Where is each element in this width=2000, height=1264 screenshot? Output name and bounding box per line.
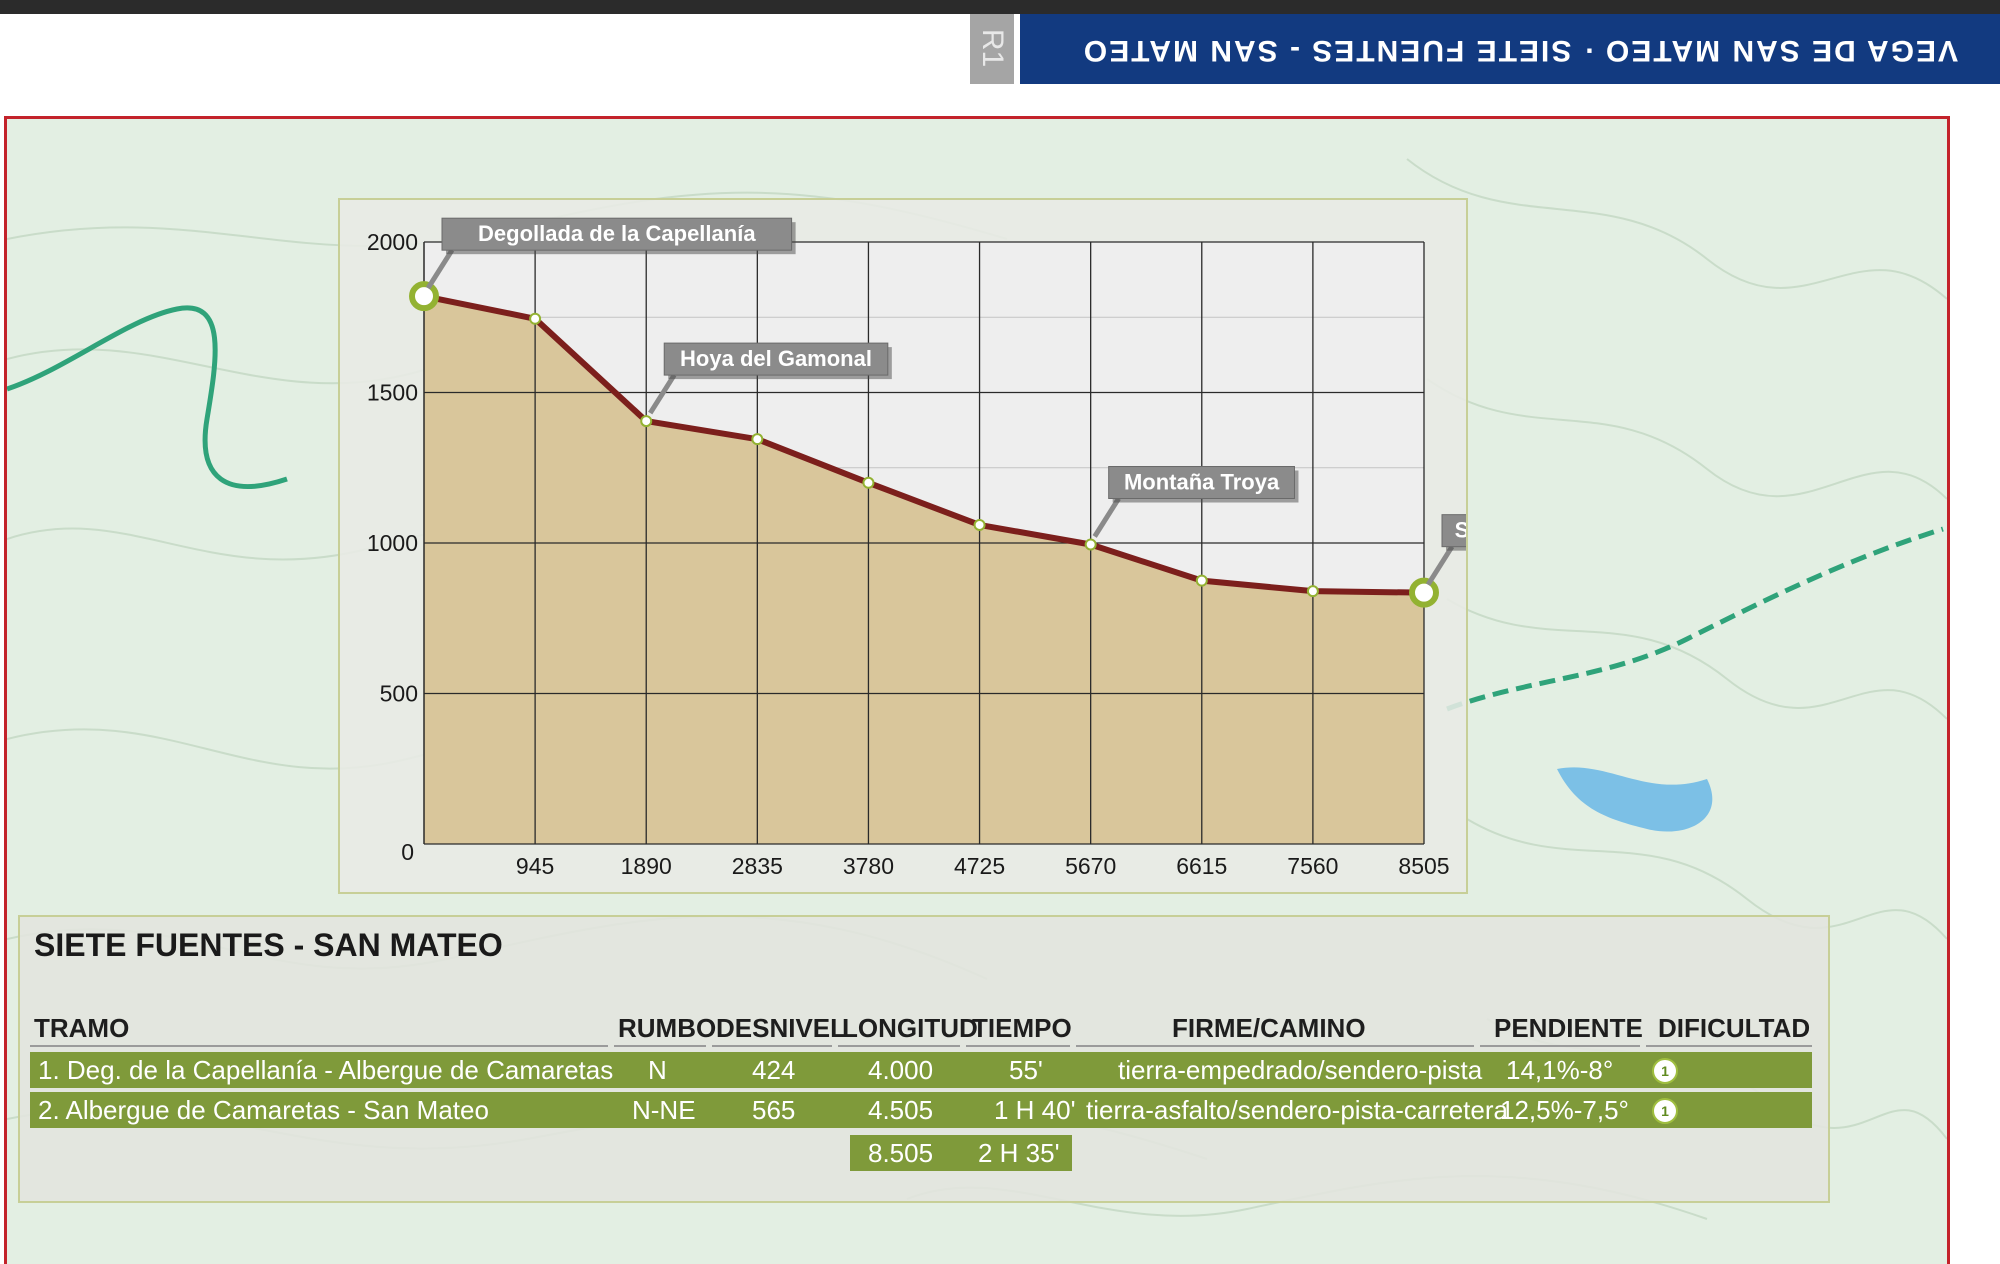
data-point [973, 518, 986, 531]
table-row: 2. Albergue de Camaretas - San Mateo N-N… [30, 1092, 1812, 1128]
total-longitud: 8.505 [868, 1138, 934, 1168]
data-point [751, 433, 764, 446]
header-rule [1480, 1045, 1640, 1047]
header-rule [614, 1045, 706, 1047]
cell-tiempo: 1 H 40' [994, 1095, 1076, 1125]
col-header-tramo: TRAMO [34, 1013, 130, 1043]
elevation-area [424, 296, 1424, 844]
difficulty-icon: 1 [1652, 1058, 1678, 1084]
data-point [1306, 585, 1319, 598]
callout-box [441, 217, 793, 251]
cell-tramo: 2. Albergue de Camaretas - San Mateo [38, 1095, 489, 1125]
header-rule [966, 1045, 1070, 1047]
callout-leader [1425, 545, 1455, 586]
data-point [1084, 538, 1097, 551]
cell-rumbo: N [648, 1055, 667, 1085]
callout-box [1441, 514, 1466, 548]
data-point [529, 312, 542, 325]
cell-firme: tierra-empedrado/sendero-pista [1118, 1055, 1483, 1085]
col-header-tiempo: TIEMPO [972, 1013, 1072, 1043]
cell-firme: tierra-asfalto/sendero-pista-carretera [1086, 1095, 1508, 1125]
route-tag: R1 [970, 14, 1014, 84]
endpoint-marker [1409, 577, 1439, 608]
header-rule [1076, 1045, 1474, 1047]
y-tick-label: 500 [380, 681, 418, 707]
route-table: SIETE FUENTES - SAN MATEO TRAMO RUMBO DE… [18, 915, 1830, 1203]
cell-tiempo: 55' [1009, 1055, 1043, 1085]
data-point [640, 415, 653, 428]
waypoint-label: Hoya del Gamonal [680, 346, 872, 371]
header-bar [1020, 14, 2000, 84]
cell-rumbo: N-NE [632, 1095, 696, 1125]
elevation-chart: 945 1890 2835 3780 4725 5670 6615 7560 8505 0 500 1… [367, 217, 1466, 879]
callout-leader [425, 248, 455, 290]
x-tick-label: 945 [516, 853, 554, 879]
table-title: SIETE FUENTES - SAN MATEO [34, 927, 503, 963]
cell-desnivel: 424 [752, 1055, 796, 1085]
header-rule [838, 1045, 960, 1047]
x-tick-label: 2835 [732, 853, 783, 879]
cell-tramo: 1. Deg. de la Capellanía - Albergue de C… [38, 1055, 614, 1085]
elevation-profile-panel: 945 1890 2835 3780 4725 5670 6615 7560 8505 0 500 1… [338, 198, 1468, 894]
x-tick-label: 1890 [621, 853, 672, 879]
y-tick-label: 1500 [367, 380, 418, 406]
y-tick-label: 0 [401, 839, 414, 865]
col-header-rumbo: RUMBO [618, 1013, 717, 1043]
waypoint-label: Degollada de la Capellanía [478, 221, 756, 246]
cell-longitud: 4.000 [868, 1055, 934, 1085]
total-tiempo: 2 H 35' [978, 1138, 1060, 1168]
header-rule [30, 1045, 608, 1047]
header-title: VEGA DE SAN MATEO · SIETE FUENTES - SAN … [1081, 34, 1958, 67]
col-header-dificultad: DIFICULTAD [1658, 1013, 1811, 1043]
header-rule [712, 1045, 832, 1047]
waypoint-label: Montaña Troya [1124, 470, 1280, 495]
x-tick-label: 4725 [954, 853, 1005, 879]
waypoint-label: San Mateo [1455, 518, 1466, 543]
cell-pendiente: 12,5%-7,5° [1500, 1095, 1629, 1125]
col-header-firme: FIRME/CAMINO [1172, 1013, 1366, 1043]
header-rule [1646, 1045, 1812, 1047]
cell-pendiente: 14,1%-8° [1506, 1055, 1614, 1085]
top-strip [0, 0, 2000, 14]
totals-row: 8.505 2 H 35' [850, 1135, 1072, 1171]
x-tick-label: 3780 [843, 853, 894, 879]
table-row: 1. Deg. de la Capellanía - Albergue de C… [30, 1052, 1812, 1088]
x-tick-label: 6615 [1176, 853, 1227, 879]
x-tick-label: 5670 [1065, 853, 1116, 879]
col-header-longitud: LONGITUD [842, 1013, 978, 1043]
data-point [862, 476, 875, 489]
x-tick-label: 8505 [1398, 853, 1449, 879]
col-header-pendiente: PENDIENTE [1494, 1013, 1643, 1043]
callout-leader [1092, 497, 1121, 538]
callout-box [663, 342, 889, 376]
x-tick-label: 7560 [1287, 853, 1338, 879]
col-header-desnivel: DESNIVEL [716, 1013, 847, 1043]
difficulty-icon: 1 [1652, 1098, 1678, 1124]
data-point [1195, 574, 1208, 587]
cell-longitud: 4.505 [868, 1095, 934, 1125]
y-tick-label: 2000 [367, 229, 418, 255]
route-tag-label: R1 [976, 28, 1009, 68]
cell-desnivel: 565 [752, 1095, 796, 1125]
elevation-line [423, 293, 1425, 596]
endpoint-marker [409, 281, 439, 312]
y-tick-label: 1000 [367, 530, 418, 556]
callout-leader [648, 373, 677, 415]
callout-box [1108, 466, 1295, 500]
